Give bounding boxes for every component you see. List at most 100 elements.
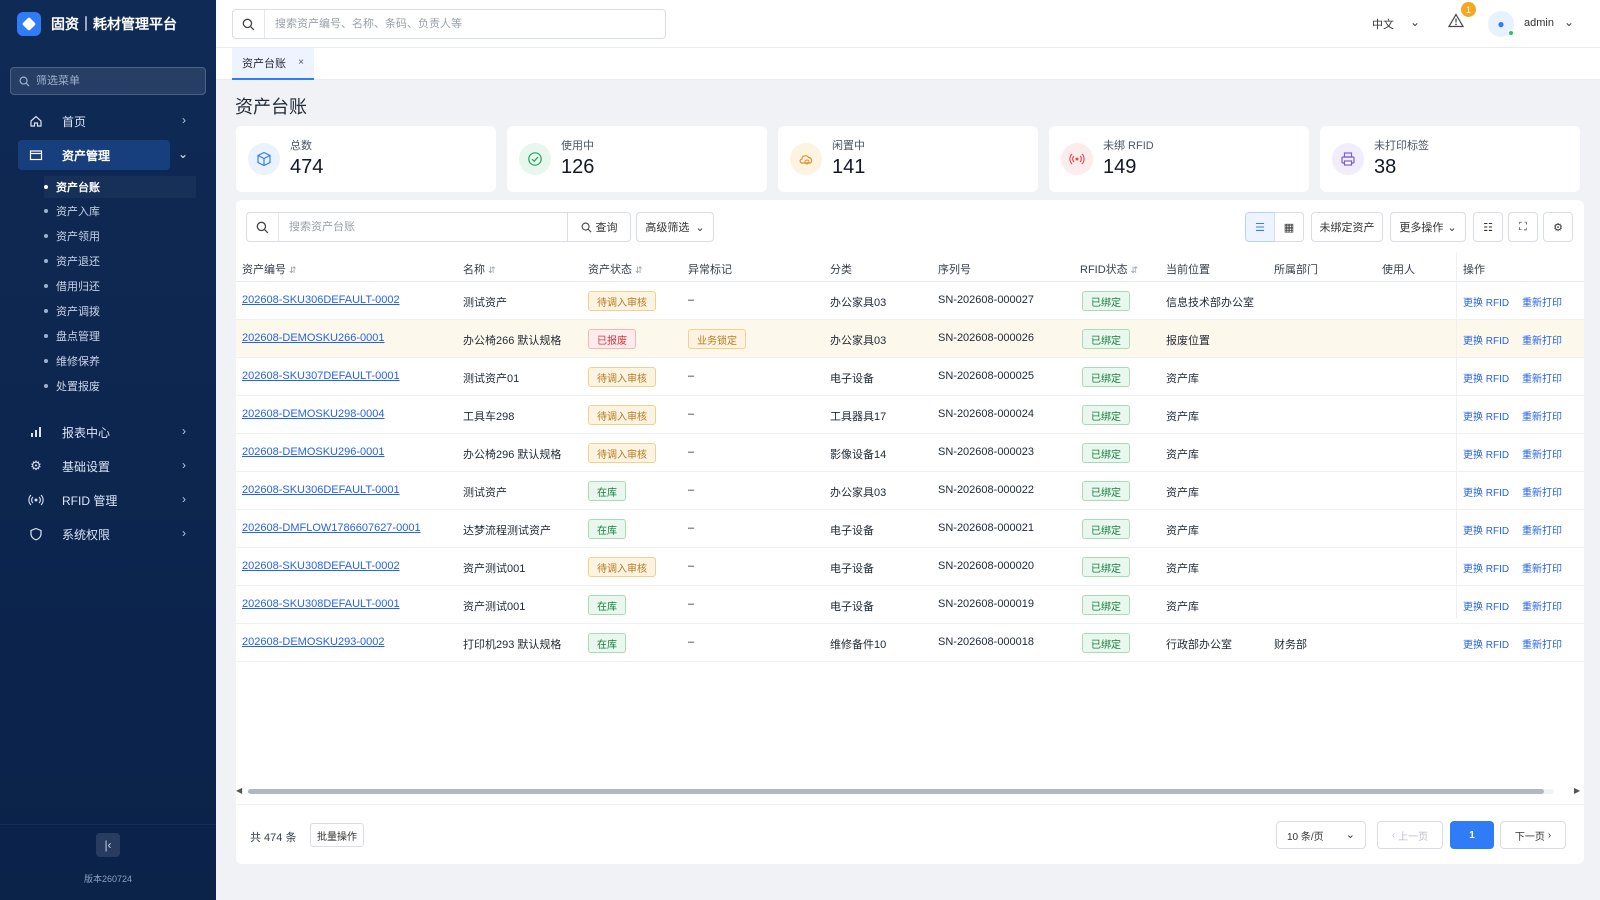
table-row[interactable]: 202608-DMFLOW1786607627-0001 达梦流程测试资产 在库 – 电…: [236, 510, 1584, 548]
close-icon[interactable]: ×: [298, 57, 304, 68]
reprint-link[interactable]: 重新打印: [1522, 488, 1562, 499]
sidebar-subitem-borrow-return[interactable]: 借用归还: [44, 275, 196, 297]
sidebar-item-system-permissions[interactable]: 系统权限 ›: [18, 519, 196, 549]
prev-page-button[interactable]: ‹ 上一页: [1377, 821, 1443, 849]
more-actions-button[interactable]: 更多操作 ⌄: [1390, 212, 1466, 242]
grid-view-button[interactable]: ▦: [1274, 212, 1304, 242]
replace-rfid-link[interactable]: 更换 RFID: [1463, 564, 1510, 575]
reprint-link[interactable]: 重新打印: [1522, 298, 1562, 309]
list-view-button[interactable]: ☰: [1245, 212, 1275, 242]
asset-code-link[interactable]: 202608-SKU307DEFAULT-0001: [242, 370, 400, 382]
replace-rfid-link[interactable]: 更换 RFID: [1463, 488, 1510, 499]
sidebar-item-rfid[interactable]: RFID 管理 ›: [18, 485, 196, 515]
column-header-status[interactable]: 资产状态 ⇵: [588, 261, 643, 277]
reprint-link[interactable]: 重新打印: [1522, 450, 1562, 461]
search-icon[interactable]: [247, 213, 279, 241]
column-header-name[interactable]: 名称 ⇵: [463, 261, 496, 277]
table-row[interactable]: 202608-DEMOSKU296-0001 办公椅296 默认规格 待调入审核 – 影…: [236, 434, 1584, 472]
table-search[interactable]: 查询: [246, 212, 631, 242]
stat-card-total[interactable]: 总数 474: [236, 126, 496, 192]
table-row[interactable]: 202608-DEMOSKU298-0004 工具车298 待调入审核 – 工具器具17…: [236, 396, 1584, 434]
collapse-sidebar-button[interactable]: |‹: [96, 833, 120, 857]
scrollbar-thumb[interactable]: [248, 789, 1544, 794]
username[interactable]: admin: [1524, 17, 1554, 29]
table-row[interactable]: 202608-SKU306DEFAULT-0002 测试资产 待调入审核 – 办公家具0…: [236, 282, 1584, 320]
horizontal-scrollbar[interactable]: ◀ ▶: [236, 786, 1584, 796]
sidebar-subitem-asset-inbound[interactable]: 资产入库: [44, 200, 196, 222]
sidebar-item-reports[interactable]: 报表中心 ›: [18, 417, 196, 447]
sidebar-item-home[interactable]: 首页 ›: [18, 106, 196, 136]
table-row[interactable]: 202608-DEMOSKU293-0002 打印机293 默认规格 在库 – 维修备件…: [236, 624, 1584, 662]
sort-icon[interactable]: ⇵: [635, 265, 643, 275]
reprint-link[interactable]: 重新打印: [1522, 336, 1562, 347]
asset-code-link[interactable]: 202608-DEMOSKU293-0002: [242, 636, 385, 648]
replace-rfid-link[interactable]: 更换 RFID: [1463, 526, 1510, 537]
sidebar-subitem-disposal[interactable]: 处置报废: [44, 375, 196, 397]
sidebar-subitem-asset-requisition[interactable]: 资产领用: [44, 225, 196, 247]
sort-icon[interactable]: ⇵: [1130, 265, 1139, 275]
reprint-link[interactable]: 重新打印: [1522, 526, 1562, 537]
table-row[interactable]: 202608-DEMOSKU266-0001 办公椅266 默认规格 已报废 业务锁定…: [236, 320, 1584, 358]
settings-button[interactable]: ⚙: [1543, 212, 1573, 242]
scroll-left-icon[interactable]: ◀: [236, 786, 243, 795]
table-row[interactable]: 202608-SKU307DEFAULT-0001 测试资产01 待调入审核 – 电子设…: [236, 358, 1584, 396]
language-selector[interactable]: 中文: [1372, 19, 1394, 31]
stat-card-in-use[interactable]: 使用中 126: [507, 126, 767, 192]
asset-code-link[interactable]: 202608-DMFLOW1786607627-0001: [242, 522, 421, 534]
page-button-current[interactable]: 1: [1450, 821, 1494, 849]
fullscreen-button[interactable]: ⛶: [1508, 212, 1538, 242]
stat-card-idle[interactable]: 闲置中 141: [778, 126, 1038, 192]
advanced-filter-button[interactable]: 高级筛选 ⌄: [636, 212, 714, 242]
unbound-assets-button[interactable]: 未绑定资产: [1311, 212, 1383, 242]
column-header-rfid-status[interactable]: RFID状态 ⇵: [1080, 261, 1138, 277]
replace-rfid-link[interactable]: 更换 RFID: [1463, 412, 1510, 423]
replace-rfid-link[interactable]: 更换 RFID: [1463, 602, 1510, 613]
replace-rfid-link[interactable]: 更换 RFID: [1463, 450, 1510, 461]
replace-rfid-link[interactable]: 更换 RFID: [1463, 374, 1510, 385]
global-search-input[interactable]: [275, 18, 655, 30]
stat-card-unprinted-labels[interactable]: 未打印标签 38: [1320, 126, 1580, 192]
table-search-input[interactable]: [289, 221, 529, 233]
sidebar-subitem-inventory[interactable]: 盘点管理: [44, 325, 196, 347]
search-icon[interactable]: [233, 10, 265, 38]
reprint-link[interactable]: 重新打印: [1522, 640, 1562, 651]
sidebar-subitem-maintenance[interactable]: 维修保养: [44, 350, 196, 372]
asset-code-link[interactable]: 202608-DEMOSKU266-0001: [242, 332, 385, 344]
sort-icon[interactable]: ⇵: [488, 265, 496, 275]
menu-filter-input[interactable]: [36, 75, 196, 87]
table-row[interactable]: 202608-SKU308DEFAULT-0001 资产测试001 在库 – 电子设备 S…: [236, 586, 1584, 624]
asset-code-link[interactable]: 202608-SKU306DEFAULT-0001: [242, 484, 400, 496]
asset-code-link[interactable]: 202608-SKU308DEFAULT-0002: [242, 560, 400, 572]
asset-code-link[interactable]: 202608-SKU308DEFAULT-0001: [242, 598, 400, 610]
page-size-select[interactable]: 10 条/页 ⌄: [1276, 821, 1366, 849]
sidebar-item-basic-settings[interactable]: ⚙ 基础设置 ›: [18, 451, 196, 481]
alert-icon[interactable]: [1447, 13, 1465, 33]
menu-filter[interactable]: [10, 67, 206, 95]
reprint-link[interactable]: 重新打印: [1522, 602, 1562, 613]
table-row[interactable]: 202608-SKU306DEFAULT-0001 测试资产 在库 – 办公家具03 SN…: [236, 472, 1584, 510]
next-page-button[interactable]: 下一页 ›: [1500, 821, 1566, 849]
table-row[interactable]: 202608-SKU308DEFAULT-0002 资产测试001 待调入审核 – 电子…: [236, 548, 1584, 586]
replace-rfid-link[interactable]: 更换 RFID: [1463, 640, 1510, 651]
column-header-asset-code[interactable]: 资产编号 ⇵: [242, 261, 297, 277]
scroll-right-icon[interactable]: ▶: [1574, 786, 1581, 795]
reprint-link[interactable]: 重新打印: [1522, 374, 1562, 385]
reprint-link[interactable]: 重新打印: [1522, 412, 1562, 423]
sidebar-item-asset-management[interactable]: 资产管理 ⌄: [18, 140, 188, 170]
sidebar-subitem-asset-ledger[interactable]: 资产台账: [44, 176, 196, 198]
asset-code-link[interactable]: 202608-DEMOSKU296-0001: [242, 446, 385, 458]
asset-code-link[interactable]: 202608-DEMOSKU298-0004: [242, 408, 385, 420]
global-search[interactable]: [232, 9, 666, 39]
sidebar-subitem-asset-return[interactable]: 资产退还: [44, 250, 196, 272]
sort-icon[interactable]: ⇵: [289, 265, 297, 275]
replace-rfid-link[interactable]: 更换 RFID: [1463, 298, 1510, 309]
stat-card-unbound-rfid[interactable]: 未绑 RFID 149: [1049, 126, 1309, 192]
tab-asset-ledger[interactable]: 资产台账 ×: [232, 48, 314, 80]
replace-rfid-link[interactable]: 更换 RFID: [1463, 336, 1510, 347]
asset-code-link[interactable]: 202608-SKU306DEFAULT-0002: [242, 294, 400, 306]
batch-operation-button[interactable]: 批量操作: [310, 823, 364, 847]
chevron-down-icon[interactable]: ⌄: [1564, 15, 1575, 29]
chevron-down-icon[interactable]: ⌄: [1410, 15, 1421, 29]
query-button[interactable]: 查询: [567, 212, 631, 242]
column-settings-button[interactable]: ☷: [1473, 212, 1503, 242]
